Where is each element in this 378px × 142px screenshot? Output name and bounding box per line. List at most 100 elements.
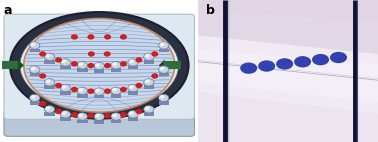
FancyBboxPatch shape bbox=[144, 112, 154, 116]
Circle shape bbox=[121, 62, 126, 66]
Circle shape bbox=[88, 64, 94, 68]
FancyBboxPatch shape bbox=[128, 91, 138, 95]
Circle shape bbox=[111, 113, 121, 120]
Circle shape bbox=[144, 53, 154, 60]
FancyBboxPatch shape bbox=[60, 117, 71, 121]
Circle shape bbox=[45, 106, 55, 113]
Polygon shape bbox=[198, 50, 378, 102]
FancyBboxPatch shape bbox=[60, 66, 71, 69]
FancyBboxPatch shape bbox=[77, 120, 88, 123]
Circle shape bbox=[104, 52, 110, 56]
Circle shape bbox=[40, 74, 45, 78]
FancyBboxPatch shape bbox=[144, 60, 154, 64]
Circle shape bbox=[46, 80, 50, 83]
Circle shape bbox=[60, 84, 71, 92]
Circle shape bbox=[45, 79, 55, 86]
Circle shape bbox=[94, 62, 104, 70]
Circle shape bbox=[88, 114, 94, 118]
Circle shape bbox=[79, 88, 82, 91]
Circle shape bbox=[152, 52, 158, 56]
Circle shape bbox=[105, 114, 110, 118]
Circle shape bbox=[88, 89, 94, 93]
Circle shape bbox=[88, 52, 94, 56]
FancyBboxPatch shape bbox=[4, 14, 195, 119]
Circle shape bbox=[105, 64, 110, 68]
FancyBboxPatch shape bbox=[94, 95, 104, 98]
Circle shape bbox=[45, 53, 55, 60]
FancyBboxPatch shape bbox=[29, 101, 40, 105]
Circle shape bbox=[56, 109, 61, 113]
Circle shape bbox=[79, 114, 82, 117]
FancyArrow shape bbox=[2, 61, 18, 69]
Circle shape bbox=[96, 89, 99, 92]
Circle shape bbox=[40, 102, 45, 106]
Polygon shape bbox=[198, 11, 378, 114]
Circle shape bbox=[46, 107, 50, 109]
Circle shape bbox=[130, 60, 133, 63]
Circle shape bbox=[31, 67, 35, 70]
FancyBboxPatch shape bbox=[144, 85, 154, 89]
Circle shape bbox=[136, 109, 142, 113]
Circle shape bbox=[111, 87, 121, 95]
Circle shape bbox=[60, 111, 71, 118]
Ellipse shape bbox=[20, 19, 179, 111]
Circle shape bbox=[158, 94, 169, 102]
Text: b: b bbox=[206, 4, 214, 17]
Circle shape bbox=[144, 79, 154, 86]
FancyBboxPatch shape bbox=[128, 66, 138, 69]
Circle shape bbox=[77, 62, 88, 69]
Circle shape bbox=[121, 87, 126, 91]
FancyBboxPatch shape bbox=[77, 94, 88, 98]
FancyBboxPatch shape bbox=[77, 68, 88, 72]
Circle shape bbox=[136, 83, 142, 87]
Circle shape bbox=[31, 43, 35, 46]
Circle shape bbox=[146, 54, 149, 57]
Circle shape bbox=[88, 35, 94, 39]
Circle shape bbox=[62, 60, 66, 63]
FancyBboxPatch shape bbox=[111, 94, 121, 98]
FancyBboxPatch shape bbox=[111, 68, 121, 72]
FancyBboxPatch shape bbox=[111, 120, 121, 123]
Circle shape bbox=[152, 74, 158, 78]
Circle shape bbox=[72, 113, 77, 117]
Circle shape bbox=[96, 64, 99, 66]
FancyBboxPatch shape bbox=[158, 49, 169, 52]
Circle shape bbox=[128, 111, 138, 118]
Circle shape bbox=[160, 96, 164, 98]
FancyBboxPatch shape bbox=[158, 101, 169, 105]
Circle shape bbox=[111, 62, 121, 69]
Text: a: a bbox=[4, 4, 12, 17]
Ellipse shape bbox=[10, 12, 189, 119]
FancyBboxPatch shape bbox=[94, 69, 104, 73]
Ellipse shape bbox=[24, 18, 175, 112]
Circle shape bbox=[136, 58, 142, 62]
FancyBboxPatch shape bbox=[198, 0, 378, 142]
FancyBboxPatch shape bbox=[29, 49, 40, 52]
FancyBboxPatch shape bbox=[45, 85, 55, 89]
Ellipse shape bbox=[312, 54, 329, 65]
Circle shape bbox=[158, 66, 169, 73]
Polygon shape bbox=[18, 60, 24, 71]
Circle shape bbox=[130, 86, 133, 88]
Circle shape bbox=[94, 88, 104, 95]
Circle shape bbox=[29, 42, 40, 49]
FancyBboxPatch shape bbox=[45, 60, 55, 64]
Circle shape bbox=[128, 59, 138, 66]
Polygon shape bbox=[159, 60, 165, 71]
Circle shape bbox=[128, 84, 138, 92]
Circle shape bbox=[29, 94, 40, 102]
FancyBboxPatch shape bbox=[60, 91, 71, 95]
Circle shape bbox=[31, 96, 35, 98]
Circle shape bbox=[144, 106, 154, 113]
Circle shape bbox=[56, 58, 61, 62]
Circle shape bbox=[160, 67, 164, 70]
Circle shape bbox=[60, 59, 71, 66]
Ellipse shape bbox=[258, 60, 275, 72]
Circle shape bbox=[79, 63, 82, 65]
Circle shape bbox=[72, 35, 77, 39]
FancyBboxPatch shape bbox=[128, 117, 138, 121]
Circle shape bbox=[130, 112, 133, 114]
Circle shape bbox=[105, 89, 110, 93]
FancyArrow shape bbox=[165, 61, 181, 69]
Circle shape bbox=[146, 107, 149, 109]
